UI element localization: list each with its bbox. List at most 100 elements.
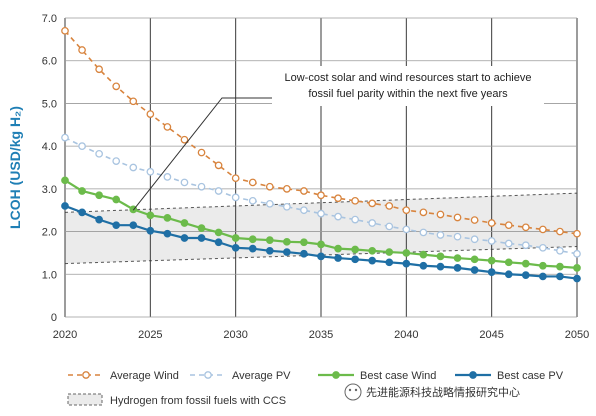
data-point-average-pv: [197, 182, 206, 191]
y-tick-label: 0: [51, 312, 57, 324]
data-point-average-wind: [146, 110, 155, 118]
data-point-average-wind: [300, 187, 308, 195]
data-point-best-case-wind: [112, 195, 121, 204]
data-point-best-case-wind: [351, 245, 359, 254]
data-point-average-pv: [419, 228, 428, 237]
data-point-best-case-pv: [248, 244, 257, 253]
data-point-best-case-pv: [368, 256, 377, 265]
data-point-best-case-pv: [231, 243, 240, 252]
data-point-average-pv: [61, 133, 69, 142]
data-point-best-case-pv: [112, 221, 121, 230]
data-point-average-wind: [368, 199, 377, 208]
y-tick-label: 5.0: [42, 98, 57, 110]
data-point-best-case-wind: [368, 246, 377, 255]
data-point-average-wind: [61, 26, 69, 35]
data-point-average-pv: [112, 157, 121, 165]
data-point-best-case-wind: [317, 240, 325, 249]
data-point-average-pv: [573, 249, 581, 258]
data-point-average-wind: [214, 161, 223, 170]
data-point-average-pv: [487, 237, 496, 245]
data-point-average-pv: [402, 225, 411, 234]
legend-label-average-pv: Average PV: [232, 370, 291, 382]
y-tick-label: 7.0: [42, 13, 57, 25]
data-point-average-pv: [521, 241, 530, 250]
data-point-best-case-wind: [453, 254, 462, 262]
data-point-best-case-wind: [95, 191, 103, 200]
x-tick-label: 2020: [53, 329, 77, 341]
watermark-text: 先进能源科技战略情报研究中心: [366, 385, 520, 399]
data-point-best-case-pv: [95, 215, 103, 224]
data-point-best-case-pv: [504, 270, 513, 279]
annotation-layer: Low-cost solar and wind resources start …: [132, 66, 544, 211]
y-tick-label: 6.0: [42, 56, 57, 68]
legend-layer: Average Wind Average PV Best case Wind Best…: [67, 370, 564, 407]
annotation-text: Low-cost solar and wind resources start …: [284, 72, 531, 84]
data-point-best-case-wind: [163, 214, 172, 222]
data-point-average-pv: [334, 212, 342, 221]
data-point-average-pv: [368, 219, 377, 227]
data-point-average-wind: [180, 135, 189, 144]
data-point-average-wind: [504, 221, 513, 230]
data-point-best-case-pv: [402, 259, 411, 268]
x-tick-label: 2030: [223, 329, 247, 341]
data-point-average-pv: [265, 199, 274, 208]
data-point-average-pv: [248, 196, 257, 205]
legend-label-average-wind: Average Wind: [110, 370, 179, 382]
data-point-best-case-pv: [61, 202, 69, 210]
data-point-best-case-wind: [539, 261, 547, 270]
data-point-best-case-pv: [317, 252, 325, 261]
data-point-best-case-wind: [436, 252, 445, 261]
data-point-best-case-pv: [419, 261, 428, 270]
y-tick-label: 2.0: [42, 227, 57, 239]
data-point-best-case-wind: [61, 176, 69, 185]
y-tick-label: 4.0: [42, 141, 57, 153]
data-point-best-case-wind: [214, 228, 223, 237]
wechat-icon-eye-left: [348, 388, 352, 392]
data-point-best-case-pv: [265, 246, 274, 255]
data-point-best-case-wind: [78, 187, 86, 195]
data-point-average-wind: [436, 210, 445, 219]
data-point-best-case-pv: [283, 248, 291, 256]
data-point-average-wind: [163, 123, 172, 131]
data-point-average-pv: [453, 232, 462, 241]
x-tick-label: 2050: [565, 329, 589, 341]
data-point-best-case-wind: [556, 262, 564, 271]
data-point-best-case-wind: [470, 255, 479, 264]
y-tick-label: 1.0: [42, 269, 57, 281]
data-point-best-case-pv: [163, 229, 172, 238]
data-point-average-pv: [95, 149, 103, 158]
data-point-best-case-pv: [146, 226, 155, 235]
data-point-average-wind: [197, 148, 206, 157]
data-point-average-pv: [385, 222, 394, 231]
data-point-average-wind: [556, 227, 564, 236]
data-point-best-case-wind: [402, 249, 411, 257]
data-point-best-case-wind: [487, 256, 496, 265]
annotation-text: fossil fuel parity within the next five …: [308, 88, 508, 100]
data-point-average-wind: [248, 178, 257, 187]
data-point-average-wind: [385, 202, 394, 210]
annotation-leader-line: [132, 97, 272, 211]
data-point-average-wind: [453, 213, 462, 222]
data-point-best-case-pv: [573, 274, 581, 283]
data-point-average-wind: [231, 174, 240, 183]
data-point-best-case-wind: [504, 258, 513, 267]
data-point-average-wind: [317, 191, 325, 200]
legend-label-ccs-band: Hydrogen from fossil fuels with CCS: [110, 395, 286, 407]
x-tick-label: 2035: [309, 329, 333, 341]
data-point-average-wind: [521, 223, 530, 232]
data-point-best-case-pv: [539, 272, 547, 281]
data-point-average-pv: [317, 209, 325, 218]
data-point-best-case-wind: [265, 236, 274, 244]
legend-swatch-ccs-band: [67, 393, 103, 406]
data-point-average-pv: [146, 167, 155, 176]
x-tick-label: 2025: [138, 329, 162, 341]
data-point-average-wind: [112, 82, 121, 91]
data-point-average-pv: [180, 178, 189, 187]
data-point-best-case-wind: [248, 235, 257, 244]
wechat-icon-eye-right: [354, 388, 358, 392]
data-point-average-pv: [351, 215, 359, 224]
data-point-average-wind: [129, 97, 138, 106]
data-point-average-wind: [402, 206, 411, 215]
data-point-average-wind: [470, 216, 479, 224]
